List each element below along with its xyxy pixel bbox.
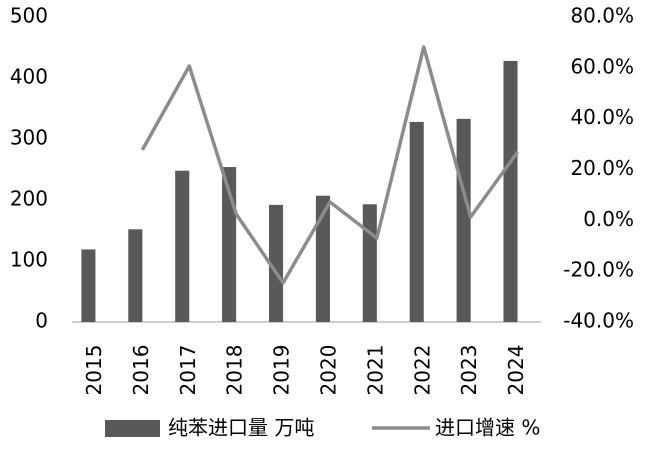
x-tick-label: 2020: [316, 345, 340, 396]
y2-tick-label: -40.0%: [563, 309, 634, 333]
legend-label: 进口增速 %: [435, 416, 540, 440]
x-tick-label: 2019: [270, 345, 294, 396]
y-tick-label: 400: [10, 65, 48, 89]
x-tick-label: 2023: [457, 345, 481, 396]
x-tick-label: 2018: [223, 345, 247, 396]
y2-tick-label: 80.0%: [570, 4, 634, 28]
bar: [362, 204, 377, 322]
bar: [315, 195, 330, 322]
y2-tick-label: 0.0%: [583, 207, 634, 231]
y-tick-label: 200: [10, 187, 48, 211]
x-tick-label: 2024: [504, 345, 528, 396]
line: [140, 45, 519, 285]
y-tick-label: 100: [10, 248, 48, 272]
y2-tick-label: -20.0%: [563, 258, 634, 282]
bar: [268, 204, 284, 322]
y2-tick-label: 40.0%: [570, 105, 634, 129]
bar: [128, 229, 143, 322]
y2-tick-label: 20.0%: [570, 156, 634, 180]
bar: [409, 121, 424, 322]
legend-label: 纯苯进口量 万吨: [168, 416, 314, 440]
bar: [456, 118, 471, 323]
x-tick-label: 2016: [129, 345, 153, 396]
x-tick-label: 2022: [410, 345, 434, 396]
bar: [503, 60, 518, 323]
y-tick-label: 0: [35, 309, 48, 333]
x-tick-label: 2015: [82, 345, 106, 396]
x-tick-label: 2021: [363, 345, 387, 396]
y2-tick-label: 60.0%: [570, 54, 634, 78]
x-tick-label: 2017: [176, 345, 200, 396]
bar: [175, 170, 190, 322]
y-tick-label: 500: [10, 4, 48, 28]
y-tick-label: 300: [10, 126, 48, 150]
legend-swatch: [105, 420, 160, 437]
bar: [81, 249, 96, 322]
